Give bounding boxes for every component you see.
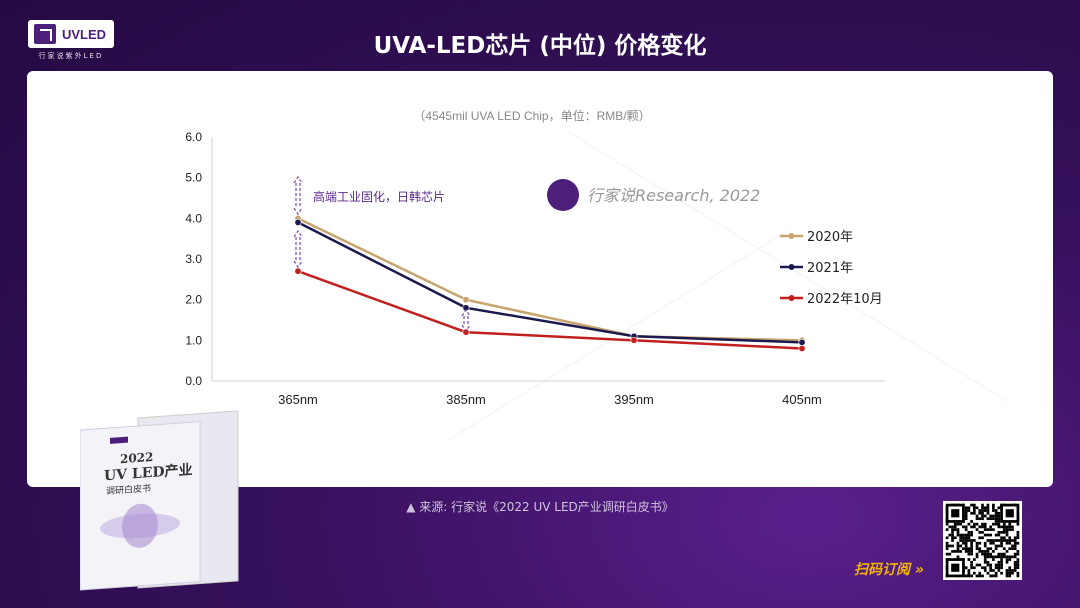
data-point bbox=[462, 296, 470, 304]
chart-annotation: 高端工业固化，日韩芯片 bbox=[313, 189, 445, 204]
legend-marker bbox=[788, 264, 795, 270]
chart-subtitle: （4545mil UVA LED Chip，单位：RMB/颗） bbox=[413, 108, 650, 123]
y-tick-label: 1.0 bbox=[185, 333, 202, 347]
chart-watermark: 行家说Research, 2022 bbox=[587, 186, 760, 205]
bg-decor-line bbox=[446, 230, 788, 442]
x-tick-label: 385nm bbox=[446, 392, 486, 407]
source-note: ▲ 来源: 行家说《2022 UV LED产业调研白皮书》 bbox=[406, 500, 674, 514]
scan-subscribe-label[interactable]: 扫码订阅 » bbox=[854, 562, 924, 578]
gap-arrow-icon bbox=[293, 229, 303, 269]
logo-mark-icon bbox=[34, 24, 56, 44]
legend-label: 2021年 bbox=[807, 261, 853, 276]
x-tick-label: 395nm bbox=[614, 392, 654, 407]
legend-marker bbox=[788, 295, 795, 301]
data-point bbox=[462, 328, 470, 336]
logo-text: UVLED bbox=[62, 26, 107, 42]
data-point bbox=[294, 218, 302, 226]
x-tick-label: 405nm bbox=[782, 392, 822, 407]
series-line bbox=[297, 221, 803, 344]
series-line bbox=[297, 270, 803, 350]
gap-arrow-icon bbox=[293, 175, 303, 216]
y-tick-label: 4.0 bbox=[185, 211, 202, 225]
data-point bbox=[798, 344, 806, 352]
legend-marker bbox=[788, 233, 795, 239]
data-point bbox=[630, 336, 638, 344]
y-tick-label: 2.0 bbox=[185, 293, 202, 307]
book-title-line1: UV LED产业 bbox=[104, 461, 193, 484]
watermark-logo-icon bbox=[547, 179, 579, 211]
page-title: UVA-LED芯片 (中位) 价格变化 bbox=[373, 33, 707, 59]
brand-logo: UVLED 行家说紫外LED bbox=[28, 20, 114, 62]
line-chart: （4545mil UVA LED Chip，单位：RMB/颗） 0.0 1.0 2.… bbox=[185, 108, 1008, 442]
x-tick-label: 365nm bbox=[278, 392, 318, 407]
whitepaper-book-image: 2022 UV LED产业 调研白皮书 bbox=[80, 410, 239, 591]
chart-panel: （4545mil UVA LED Chip，单位：RMB/颗） 0.0 1.0 2.… bbox=[27, 71, 1053, 487]
legend-label: 2022年10月 bbox=[807, 292, 883, 307]
y-tick-label: 6.0 bbox=[185, 130, 202, 144]
data-point bbox=[798, 338, 806, 346]
book-year: 2022 bbox=[120, 450, 153, 466]
y-tick-label: 3.0 bbox=[185, 252, 202, 266]
legend-label: 2020年 bbox=[807, 230, 853, 245]
qr-code-icon[interactable] bbox=[943, 501, 1022, 580]
logo-subtitle: 行家说紫外LED bbox=[38, 52, 104, 60]
y-tick-label: 5.0 bbox=[185, 171, 202, 185]
data-point bbox=[294, 267, 302, 275]
book-title-line2: 调研白皮书 bbox=[106, 482, 151, 497]
gap-arrow-icon bbox=[461, 308, 471, 333]
y-tick-label: 0.0 bbox=[185, 374, 202, 388]
